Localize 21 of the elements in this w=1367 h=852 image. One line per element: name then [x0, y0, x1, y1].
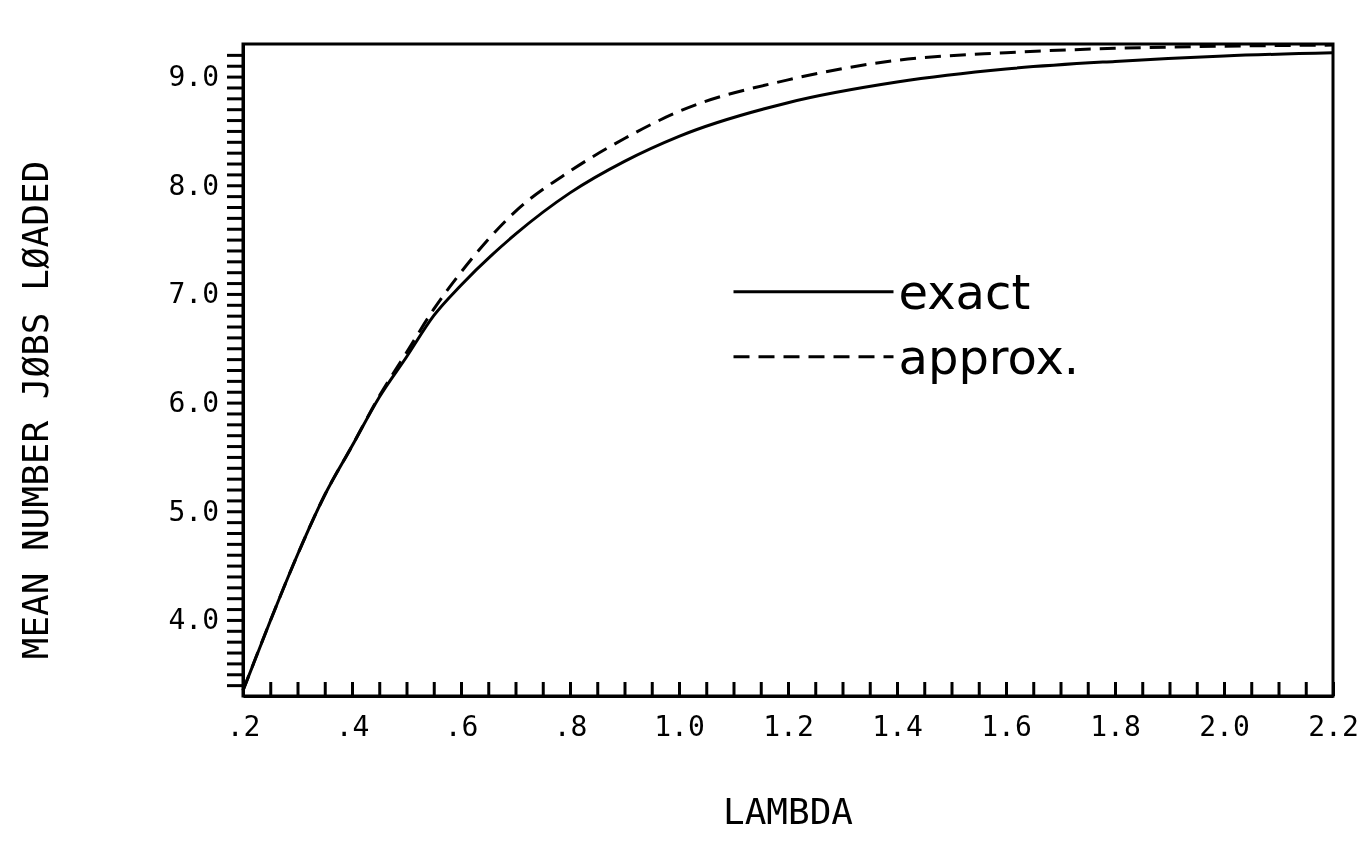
x-tick-label: .4 [335, 709, 370, 743]
x-axis-title: LAMBDA [722, 791, 854, 832]
legend-label: exact [898, 263, 1031, 320]
y-axis-title: MEAN NUMBER JØBS LØADED [15, 160, 56, 660]
y-tick-label: 6.0 [168, 386, 219, 420]
y-tick-label: 4.0 [168, 603, 219, 637]
x-tick-label: 1.8 [1090, 709, 1141, 743]
x-tick-label: .8 [553, 709, 588, 743]
y-tick-label: 5.0 [168, 494, 219, 528]
x-tick-label: .6 [444, 709, 479, 743]
y-tick-label: 7.0 [168, 277, 219, 311]
x-tick-label: 2.0 [1199, 709, 1250, 743]
x-tick-label: 1.2 [763, 709, 814, 743]
y-tick-label: 9.0 [168, 60, 219, 94]
x-tick-label: 1.0 [654, 709, 705, 743]
legend-label: approx. [898, 328, 1080, 385]
x-tick-label: 1.6 [981, 709, 1032, 743]
x-tick-label: 2.2 [1308, 709, 1359, 743]
x-tick-label: 1.4 [872, 709, 923, 743]
y-tick-label: 8.0 [168, 168, 219, 202]
x-tick-label: .2 [226, 709, 261, 743]
